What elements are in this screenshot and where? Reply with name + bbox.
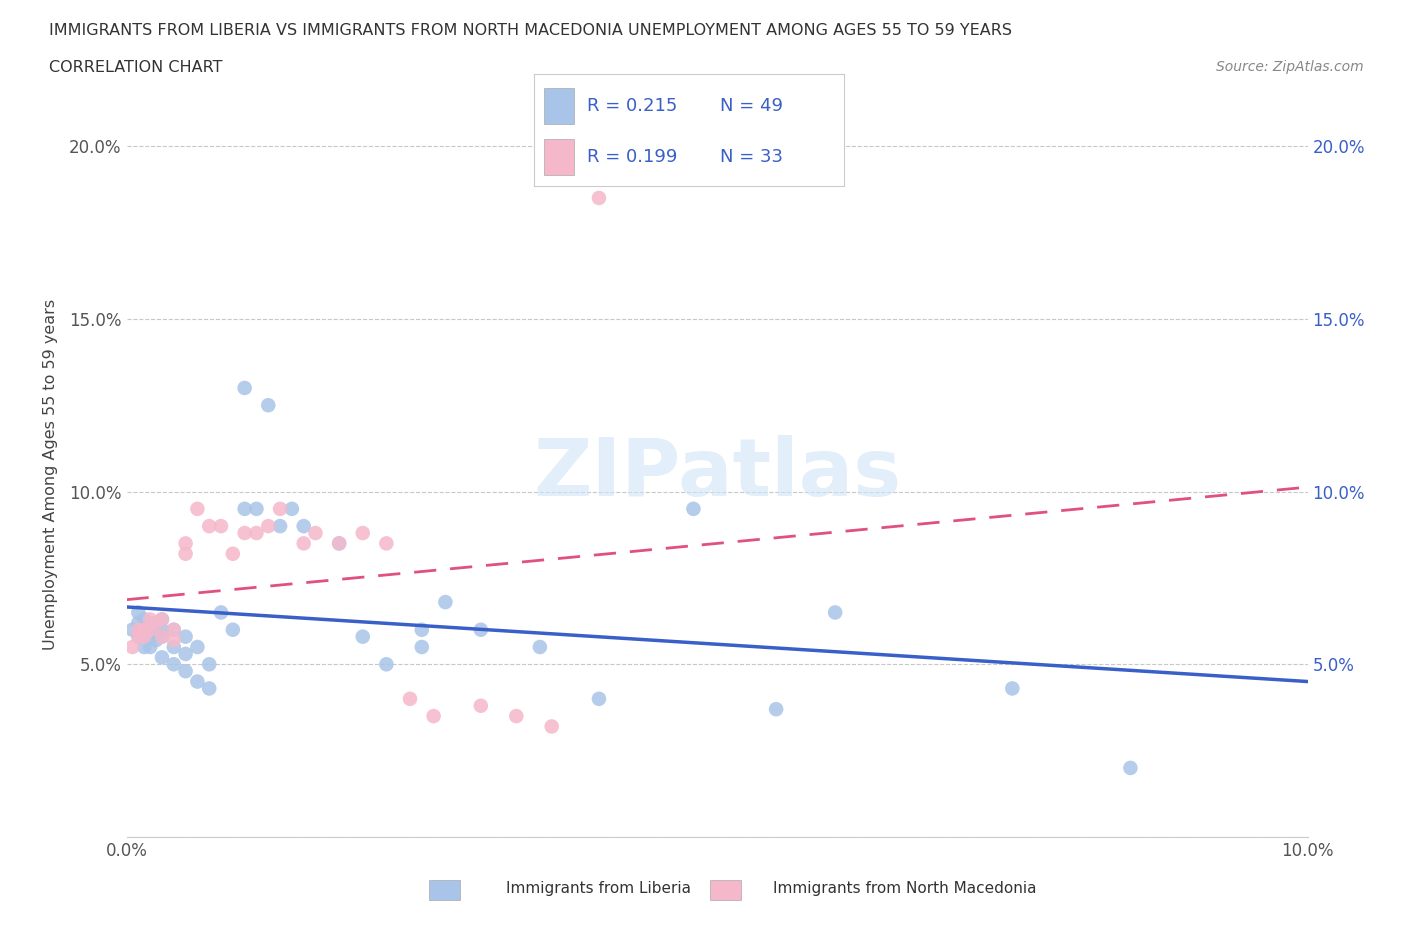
Point [150, 630, 173, 644]
Point [139, 630, 162, 644]
Point [127, 605, 149, 620]
Point [505, 709, 527, 724]
Point [134, 622, 156, 637]
Point [139, 622, 162, 637]
Point [174, 646, 197, 661]
Point [281, 501, 304, 516]
Point [121, 640, 143, 655]
Point [174, 536, 197, 551]
Point [127, 622, 149, 637]
Text: R = 0.215: R = 0.215 [586, 97, 678, 114]
Point [588, 691, 610, 706]
Point [174, 630, 197, 644]
Point [470, 698, 492, 713]
Point [186, 640, 208, 655]
Point [139, 622, 162, 637]
Point [198, 519, 221, 534]
Point [222, 546, 245, 561]
Point [127, 616, 149, 631]
Point [163, 640, 186, 655]
Point [134, 622, 156, 637]
Point [540, 719, 562, 734]
Point [209, 519, 232, 534]
Point [127, 630, 149, 644]
Y-axis label: Unemployment Among Ages 55 to 59 years: Unemployment Among Ages 55 to 59 years [44, 299, 58, 650]
Point [150, 630, 173, 644]
Point [292, 536, 315, 551]
FancyBboxPatch shape [544, 87, 575, 124]
Point [1001, 681, 1024, 696]
Point [269, 519, 291, 534]
Point [245, 501, 267, 516]
Point [209, 605, 232, 620]
Point [682, 501, 704, 516]
Point [352, 630, 374, 644]
Point [375, 536, 398, 551]
Text: IMMIGRANTS FROM LIBERIA VS IMMIGRANTS FROM NORTH MACEDONIA UNEMPLOYMENT AMONG AG: IMMIGRANTS FROM LIBERIA VS IMMIGRANTS FR… [49, 23, 1012, 38]
Point [163, 632, 186, 647]
Point [269, 501, 291, 516]
Point [233, 380, 256, 395]
Text: CORRELATION CHART: CORRELATION CHART [49, 60, 222, 75]
Point [1119, 761, 1142, 776]
Point [328, 536, 350, 551]
Point [121, 622, 143, 637]
Point [174, 546, 197, 561]
Point [198, 657, 221, 671]
Text: N = 49: N = 49 [720, 97, 783, 114]
Point [257, 519, 280, 534]
Text: N = 33: N = 33 [720, 148, 783, 166]
Point [139, 612, 162, 627]
Point [375, 657, 398, 671]
Point [233, 525, 256, 540]
FancyBboxPatch shape [544, 140, 575, 175]
Point [145, 632, 167, 647]
Point [150, 650, 173, 665]
Point [470, 622, 492, 637]
Point [186, 674, 208, 689]
Point [163, 622, 186, 637]
Point [399, 691, 422, 706]
Point [134, 640, 156, 655]
Point [422, 709, 444, 724]
Text: R = 0.199: R = 0.199 [586, 148, 678, 166]
Point [150, 622, 173, 637]
Point [245, 525, 267, 540]
Point [145, 616, 167, 631]
Point [328, 536, 350, 551]
Point [352, 525, 374, 540]
Point [127, 630, 149, 644]
Point [186, 501, 208, 516]
Point [198, 681, 221, 696]
Point [588, 191, 610, 206]
Point [145, 616, 167, 631]
Point [174, 664, 197, 679]
Point [411, 640, 433, 655]
Text: ZIPatlas: ZIPatlas [533, 435, 901, 513]
Point [163, 657, 186, 671]
Point [150, 612, 173, 627]
Point [529, 640, 551, 655]
Point [292, 519, 315, 534]
Point [257, 398, 280, 413]
Point [150, 612, 173, 627]
Point [233, 501, 256, 516]
Point [304, 525, 326, 540]
Point [411, 622, 433, 637]
Point [765, 702, 787, 717]
Point [163, 622, 186, 637]
Text: Immigrants from North Macedonia: Immigrants from North Macedonia [773, 881, 1036, 896]
Point [434, 594, 457, 609]
Point [134, 630, 156, 644]
Point [222, 622, 245, 637]
Point [824, 605, 846, 620]
Point [139, 640, 162, 655]
Text: Source: ZipAtlas.com: Source: ZipAtlas.com [1216, 60, 1364, 74]
Point [134, 612, 156, 627]
Text: Immigrants from Liberia: Immigrants from Liberia [506, 881, 692, 896]
